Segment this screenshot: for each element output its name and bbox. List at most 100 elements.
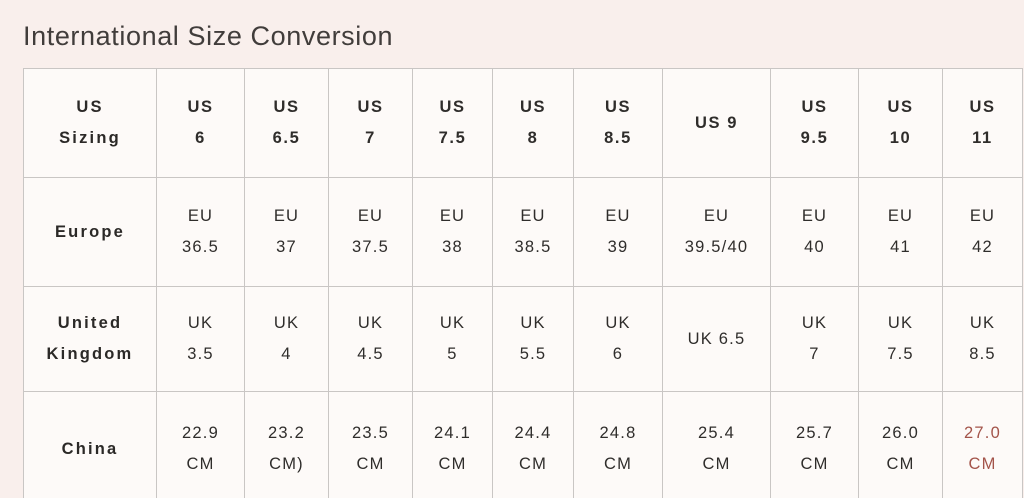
table-cell-europe-5: EU 39 <box>573 177 663 287</box>
cell-line: 4.5 <box>357 345 384 363</box>
cell-line: 23.5 <box>352 424 389 442</box>
cell-line: 22.9 <box>182 424 219 442</box>
table-cell-us-sizing-2: US 7 <box>328 68 413 178</box>
table-cell-united-kingdom-9: UK 8.5 <box>942 286 1023 392</box>
table-cell-china-3: 24.1 CM <box>412 391 493 498</box>
cell-line: 5 <box>447 345 458 363</box>
cell-line: US <box>604 98 632 116</box>
table-cell-china-9: 27.0 CM <box>942 391 1023 498</box>
cell-line: CM <box>968 455 997 473</box>
cell-line: 8 <box>527 129 539 147</box>
row-label-line: Sizing <box>59 129 121 147</box>
cell-line: UK <box>187 314 214 332</box>
cell-line: EU <box>969 207 996 225</box>
cell-line: 3.5 <box>187 345 214 363</box>
table-cell-us-sizing-7: US 9.5 <box>770 68 859 178</box>
cell-line: 37 <box>276 238 297 256</box>
table-cell-europe-2: EU 37.5 <box>328 177 413 287</box>
table-cell-china-4: 24.4 CM <box>492 391 574 498</box>
table-cell-europe-4: EU 38.5 <box>492 177 574 287</box>
table-cell-united-kingdom-6: UK 6.5 <box>662 286 771 392</box>
table-row-europe: Europe EU 36.5 EU 37 EU 37.5 EU 38 EU 38.5 EU 39 EU 39… <box>23 177 1023 287</box>
table-cell-china-5: 24.8 CM <box>573 391 663 498</box>
table-row-us-sizing: US Sizing US 6 US 6.5 US 7 US 7.5 US 8 US 8.5 US 9 US 9.… <box>23 68 1023 178</box>
row-label-line: United <box>57 314 123 332</box>
table-cell-us-sizing-9: US 11 <box>942 68 1023 178</box>
cell-line: 39 <box>607 238 629 256</box>
table-cell-us-sizing-5: US 8.5 <box>573 68 663 178</box>
table-cell-europe-1: EU 37 <box>244 177 329 287</box>
cell-line: 7 <box>365 129 376 147</box>
row-label-line: China <box>61 439 119 458</box>
table-cell-china-2: 23.5 CM <box>328 391 413 498</box>
cell-line: CM <box>800 455 829 473</box>
cell-line: 40 <box>804 238 825 256</box>
table-cell-europe-7: EU 40 <box>770 177 859 287</box>
cell-line: 7.5 <box>438 129 467 147</box>
cell-line: 10 <box>889 129 912 147</box>
cell-line: CM <box>438 455 467 473</box>
row-label-line: US <box>76 98 104 116</box>
cell-line: 11 <box>972 129 993 147</box>
cell-line: 25.4 <box>698 424 735 442</box>
cell-line: US <box>439 98 466 116</box>
cell-line: 36.5 <box>182 238 219 256</box>
table-cell-europe-9: EU 42 <box>942 177 1023 287</box>
cell-line: UK <box>605 314 631 332</box>
cell-line: UK <box>969 314 996 332</box>
row-label-united-kingdom: United Kingdom <box>23 286 157 392</box>
cell-line: EU <box>703 207 730 225</box>
row-label-china: China <box>23 391 157 498</box>
table-row-united-kingdom: United Kingdom UK 3.5 UK 4 UK 4.5 UK 5 UK 5.5 UK 6 UK … <box>23 286 1023 392</box>
table-cell-europe-8: EU 41 <box>858 177 943 287</box>
row-label-europe: Europe <box>23 177 157 287</box>
cell-line: UK <box>439 314 466 332</box>
cell-line: 24.4 <box>514 424 552 442</box>
cell-line: US <box>887 98 914 116</box>
cell-line: CM <box>603 455 633 473</box>
table-cell-us-sizing-0: US 6 <box>156 68 245 178</box>
cell-line: 27.0 <box>964 424 1001 442</box>
cell-line: US 9 <box>694 113 739 132</box>
cell-line: CM) <box>269 455 304 473</box>
cell-line: EU <box>520 207 546 225</box>
cell-line: US <box>969 98 996 116</box>
table-cell-united-kingdom-5: UK 6 <box>573 286 663 392</box>
cell-line: 6 <box>612 345 624 363</box>
cell-line: 38.5 <box>514 238 552 256</box>
table-cell-united-kingdom-1: UK 4 <box>244 286 329 392</box>
cell-line: EU <box>187 207 214 225</box>
cell-line: 26.0 <box>882 424 919 442</box>
table-cell-europe-0: EU 36.5 <box>156 177 245 287</box>
table-cell-united-kingdom-8: UK 7.5 <box>858 286 943 392</box>
cell-line: 7.5 <box>887 345 914 363</box>
cell-line: 6 <box>195 129 206 147</box>
cell-line: EU <box>887 207 914 225</box>
size-conversion-table: US Sizing US 6 US 6.5 US 7 US 7.5 US 8 US 8.5 US 9 US 9.… <box>23 68 1023 498</box>
table-cell-united-kingdom-2: UK 4.5 <box>328 286 413 392</box>
cell-line: EU <box>273 207 300 225</box>
cell-line: EU <box>605 207 631 225</box>
table-cell-europe-3: EU 38 <box>412 177 493 287</box>
cell-line: 25.7 <box>796 424 833 442</box>
cell-line: US <box>519 98 547 116</box>
cell-line: US <box>187 98 214 116</box>
table-cell-united-kingdom-3: UK 5 <box>412 286 493 392</box>
page-title: International Size Conversion <box>23 21 394 51</box>
row-label-line: Europe <box>54 222 126 241</box>
table-cell-europe-6: EU 39.5/40 <box>662 177 771 287</box>
cell-line: CM <box>518 455 548 473</box>
cell-line: 5.5 <box>519 345 547 363</box>
cell-line: CM <box>886 455 915 473</box>
cell-line: EU <box>357 207 384 225</box>
table-row-china: China 22.9 CM 23.2 CM) 23.5 CM 24.1 CM 24.4 CM 24.8… <box>23 391 1023 498</box>
row-label-line: Kingdom <box>46 345 134 363</box>
table-cell-us-sizing-6: US 9 <box>662 68 771 178</box>
cell-line: 24.1 <box>434 424 471 442</box>
table-cell-united-kingdom-4: UK 5.5 <box>492 286 574 392</box>
table-cell-china-6: 25.4 CM <box>662 391 771 498</box>
table-cell-us-sizing-1: US 6.5 <box>244 68 329 178</box>
table-cell-china-1: 23.2 CM) <box>244 391 329 498</box>
table-cell-us-sizing-4: US 8 <box>492 68 574 178</box>
